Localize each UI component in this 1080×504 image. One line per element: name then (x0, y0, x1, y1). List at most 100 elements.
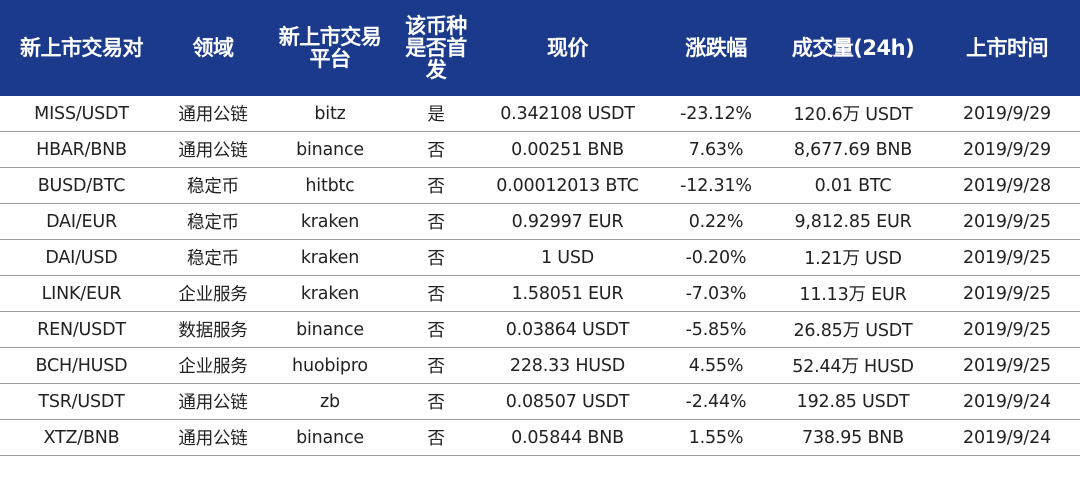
cell-volume: 192.85 USDT (772, 383, 934, 420)
cell-first-listing: 否 (397, 383, 475, 420)
cell-volume: 9,812.85 EUR (772, 203, 934, 240)
cell-listing-date: 2019/9/25 (934, 347, 1080, 384)
cell-exchange: huobipro (263, 347, 397, 384)
cell-sector: 通用公链 (163, 96, 263, 132)
cell-trading-pair: XTZ/BNB (0, 419, 163, 456)
cell-listing-date: 2019/9/24 (934, 419, 1080, 456)
table-body: MISS/USDT 通用公链 bitz 是 0.342108 USDT -23.12% 12… (0, 96, 1080, 456)
cell-listing-date: 2019/9/25 (934, 275, 1080, 312)
cell-first-listing: 是 (397, 96, 475, 132)
cell-listing-date: 2019/9/25 (934, 311, 1080, 348)
cell-volume: 8,677.69 BNB (772, 131, 934, 168)
cell-trading-pair: HBAR/BNB (0, 131, 163, 168)
cell-volume: 0.01 BTC (772, 167, 934, 204)
cell-trading-pair: TSR/USDT (0, 383, 163, 420)
cell-trading-pair: REN/USDT (0, 311, 163, 348)
cell-price: 0.00251 BNB (475, 131, 660, 168)
cell-trading-pair: BCH/HUSD (0, 347, 163, 384)
header-trading-pair: 新上市交易对 (0, 0, 163, 96)
cell-trading-pair: BUSD/BTC (0, 167, 163, 204)
cell-trading-pair: DAI/EUR (0, 203, 163, 240)
cell-price: 1.58051 EUR (475, 275, 660, 312)
cell-sector: 稳定币 (163, 167, 263, 204)
header-price: 现价 (475, 0, 660, 96)
cell-change: -0.20% (660, 239, 772, 276)
cell-change: -2.44% (660, 383, 772, 420)
cell-listing-date: 2019/9/25 (934, 239, 1080, 276)
cell-change: -5.85% (660, 311, 772, 348)
cell-first-listing: 否 (397, 347, 475, 384)
cell-change: -7.03% (660, 275, 772, 312)
cell-price: 0.92997 EUR (475, 203, 660, 240)
table-row: DAI/USD 稳定币 kraken 否 1 USD -0.20% 1.21万 USD 201… (0, 239, 1080, 276)
cell-change: -23.12% (660, 96, 772, 132)
cell-sector: 企业服务 (163, 275, 263, 312)
cell-sector: 通用公链 (163, 419, 263, 456)
cell-volume: 11.13万 EUR (772, 275, 934, 312)
cell-price: 0.05844 BNB (475, 419, 660, 456)
new-listings-table: 新上市交易对 领域 新上市交易平台 该币种是否首发 现价 涨跌幅 成交量(24h… (0, 0, 1080, 456)
table-row: HBAR/BNB 通用公链 binance 否 0.00251 BNB 7.63% 8,67… (0, 131, 1080, 168)
table-header-row: 新上市交易对 领域 新上市交易平台 该币种是否首发 现价 涨跌幅 成交量(24h… (0, 0, 1080, 96)
cell-volume: 1.21万 USD (772, 239, 934, 276)
table-row: MISS/USDT 通用公链 bitz 是 0.342108 USDT -23.12% 12… (0, 96, 1080, 132)
cell-exchange: kraken (263, 275, 397, 312)
cell-sector: 企业服务 (163, 347, 263, 384)
cell-first-listing: 否 (397, 203, 475, 240)
cell-first-listing: 否 (397, 419, 475, 456)
cell-volume: 26.85万 USDT (772, 311, 934, 348)
cell-change: 0.22% (660, 203, 772, 240)
cell-exchange: binance (263, 311, 397, 348)
header-sector: 领域 (163, 0, 263, 96)
cell-exchange: bitz (263, 96, 397, 132)
table-row: REN/USDT 数据服务 binance 否 0.03864 USDT -5.85% 26… (0, 311, 1080, 348)
cell-exchange: binance (263, 131, 397, 168)
table-row: BCH/HUSD 企业服务 huobipro 否 228.33 HUSD 4.55% 52.… (0, 347, 1080, 384)
cell-first-listing: 否 (397, 131, 475, 168)
cell-change: -12.31% (660, 167, 772, 204)
cell-sector: 通用公链 (163, 131, 263, 168)
table-row: XTZ/BNB 通用公链 binance 否 0.05844 BNB 1.55% 738.9… (0, 419, 1080, 456)
cell-exchange: zb (263, 383, 397, 420)
cell-volume: 120.6万 USDT (772, 96, 934, 132)
cell-price: 0.00012013 BTC (475, 167, 660, 204)
cell-sector: 稳定币 (163, 203, 263, 240)
cell-listing-date: 2019/9/29 (934, 131, 1080, 168)
cell-price: 1 USD (475, 239, 660, 276)
cell-trading-pair: LINK/EUR (0, 275, 163, 312)
cell-price: 0.03864 USDT (475, 311, 660, 348)
table-row: LINK/EUR 企业服务 kraken 否 1.58051 EUR -7.03% 11.1… (0, 275, 1080, 312)
cell-change: 1.55% (660, 419, 772, 456)
header-listing-date: 上市时间 (934, 0, 1080, 96)
cell-sector: 稳定币 (163, 239, 263, 276)
cell-exchange: hitbtc (263, 167, 397, 204)
cell-listing-date: 2019/9/29 (934, 96, 1080, 132)
cell-sector: 数据服务 (163, 311, 263, 348)
cell-first-listing: 否 (397, 239, 475, 276)
listing-table-container: 新上市交易对 领域 新上市交易平台 该币种是否首发 现价 涨跌幅 成交量(24h… (0, 0, 1080, 456)
cell-volume: 738.95 BNB (772, 419, 934, 456)
cell-exchange: kraken (263, 203, 397, 240)
cell-exchange: kraken (263, 239, 397, 276)
cell-trading-pair: MISS/USDT (0, 96, 163, 132)
table-row: BUSD/BTC 稳定币 hitbtc 否 0.00012013 BTC -12.31% 0… (0, 167, 1080, 204)
cell-first-listing: 否 (397, 167, 475, 204)
header-change: 涨跌幅 (660, 0, 772, 96)
cell-first-listing: 否 (397, 275, 475, 312)
header-volume: 成交量(24h) (772, 0, 934, 96)
cell-change: 7.63% (660, 131, 772, 168)
cell-sector: 通用公链 (163, 383, 263, 420)
cell-first-listing: 否 (397, 311, 475, 348)
cell-change: 4.55% (660, 347, 772, 384)
cell-trading-pair: DAI/USD (0, 239, 163, 276)
cell-price: 0.08507 USDT (475, 383, 660, 420)
cell-price: 228.33 HUSD (475, 347, 660, 384)
cell-listing-date: 2019/9/28 (934, 167, 1080, 204)
table-row: TSR/USDT 通用公链 zb 否 0.08507 USDT -2.44% 192.85 … (0, 383, 1080, 420)
cell-volume: 52.44万 HUSD (772, 347, 934, 384)
cell-exchange: binance (263, 419, 397, 456)
cell-listing-date: 2019/9/25 (934, 203, 1080, 240)
header-first-listing: 该币种是否首发 (397, 0, 475, 96)
table-row: DAI/EUR 稳定币 kraken 否 0.92997 EUR 0.22% 9,812.8… (0, 203, 1080, 240)
header-exchange: 新上市交易平台 (263, 0, 397, 96)
